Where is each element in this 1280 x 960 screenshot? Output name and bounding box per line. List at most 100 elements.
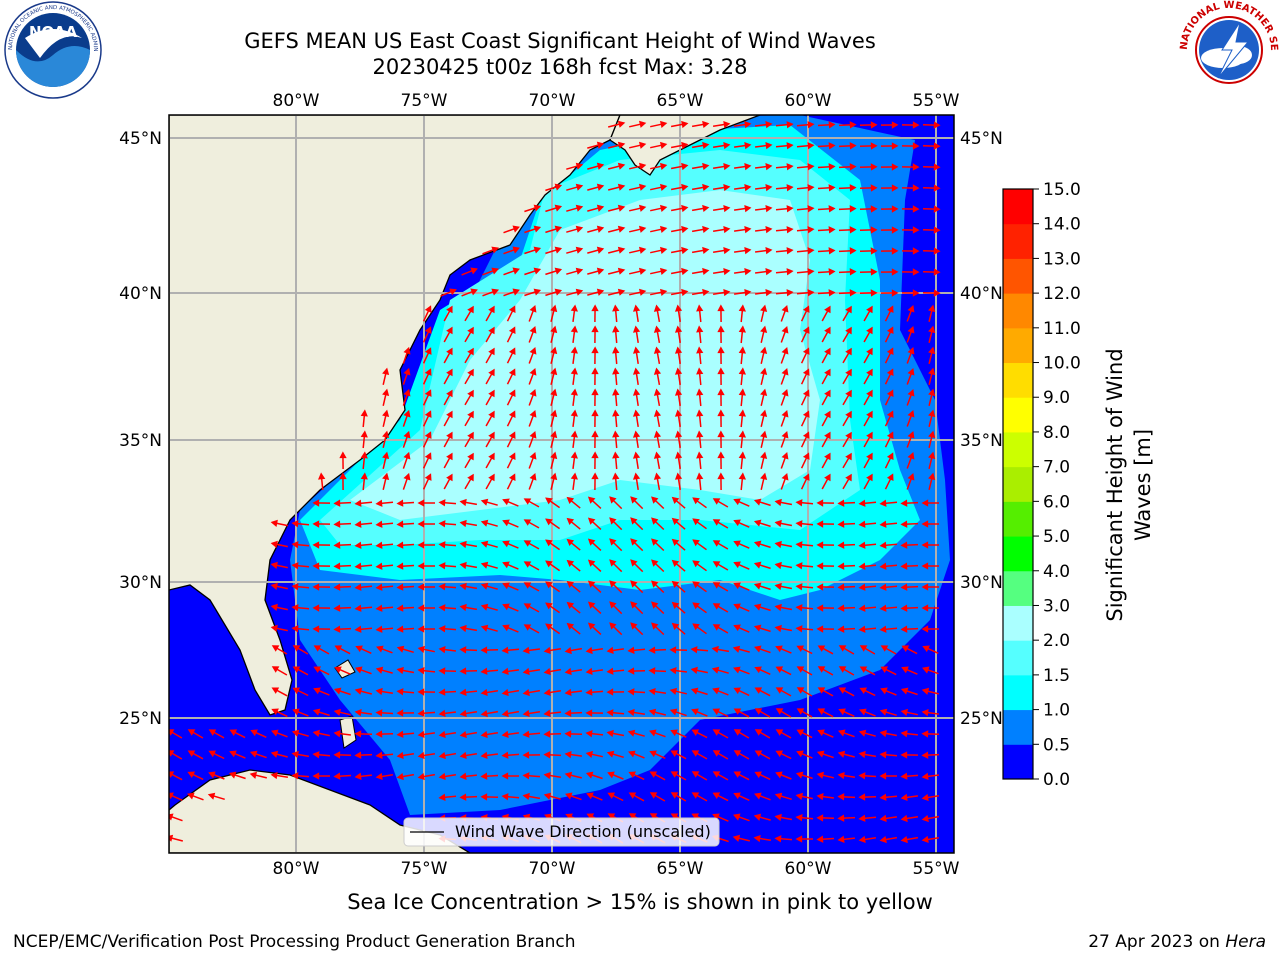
wind-wave-arrow-head bbox=[575, 162, 584, 170]
wind-wave-arrow-head bbox=[674, 367, 683, 375]
wind-wave-arrow-head bbox=[753, 561, 762, 569]
wind-wave-arrow-head bbox=[488, 347, 495, 356]
wind-wave-arrow-head bbox=[612, 325, 620, 333]
wind-wave-arrow-head bbox=[502, 540, 510, 548]
wind-wave-arrow-head bbox=[671, 601, 680, 609]
wind-wave-arrow-head bbox=[523, 519, 532, 526]
wind-wave-arrow-head bbox=[723, 225, 731, 234]
wind-wave-arrow-head bbox=[717, 367, 725, 375]
wind-wave-arrow-head bbox=[744, 225, 752, 234]
wind-wave-arrow-head bbox=[424, 368, 432, 376]
wind-wave-arrow-head bbox=[354, 625, 362, 633]
wind-wave-arrow-head bbox=[208, 771, 216, 779]
wind-wave-arrow-head bbox=[638, 267, 647, 275]
wind-wave-arrow-head bbox=[712, 519, 721, 526]
colorbar-tick-label: 6.0 bbox=[1043, 492, 1070, 512]
wind-wave-arrow-head bbox=[554, 183, 563, 191]
wind-wave-arrow-head bbox=[491, 246, 499, 254]
wind-wave-arrow-head bbox=[312, 708, 321, 716]
wind-wave-arrow-head bbox=[587, 496, 596, 504]
wind-wave-arrow-head bbox=[545, 518, 553, 526]
wind-wave-arrow-head bbox=[828, 289, 836, 297]
wind-wave-arrow-head bbox=[523, 603, 532, 610]
wind-wave-arrow-head bbox=[828, 226, 836, 234]
wind-wave-arrow-head bbox=[795, 583, 803, 591]
wind-wave-arrow-head bbox=[566, 538, 575, 547]
wind-wave-arrow-head bbox=[467, 389, 474, 398]
wind-wave-arrow-head bbox=[775, 771, 783, 779]
wind-wave-arrow-head bbox=[933, 142, 941, 150]
colorbar-tick-label: 1.5 bbox=[1043, 666, 1070, 686]
arrow-legend: Wind Wave Direction (unscaled) bbox=[403, 817, 720, 847]
wind-wave-arrow-head bbox=[738, 472, 746, 480]
wind-wave-arrow-head bbox=[816, 499, 824, 507]
wind-wave-arrow-head bbox=[692, 581, 700, 589]
wind-wave-arrow-head bbox=[786, 163, 794, 171]
wind-wave-arrow-head bbox=[587, 580, 596, 588]
wind-wave-arrow-head bbox=[802, 452, 810, 460]
noaa-logo: NOAA NATIONAL OCEANIC AND ATMOSPHERIC AD… bbox=[0, 0, 102, 99]
wind-wave-arrow-head bbox=[765, 121, 773, 129]
wind-wave-arrow-head bbox=[738, 346, 746, 354]
wind-wave-arrow-head bbox=[543, 771, 551, 780]
wind-wave-arrow-head bbox=[845, 473, 852, 482]
lon-labels-bottom: 80°W 75°W 70°W 65°W 60°W 55°W bbox=[273, 859, 960, 879]
wind-wave-arrow-head bbox=[692, 623, 700, 631]
wind-wave-arrow-head bbox=[912, 121, 920, 129]
wind-wave-arrow-head bbox=[696, 325, 704, 333]
wind-wave-arrow-head bbox=[446, 389, 453, 398]
wind-wave-arrow-head bbox=[522, 792, 530, 801]
wind-wave-arrow-head bbox=[774, 561, 782, 570]
wind-wave-arrow-head bbox=[891, 121, 899, 129]
wind-wave-arrow-head bbox=[533, 246, 542, 254]
wind-wave-arrow-head bbox=[339, 451, 347, 459]
lon-label-top: 65°W bbox=[657, 91, 704, 111]
wind-wave-arrow-head bbox=[355, 666, 363, 674]
wind-wave-arrow-head bbox=[828, 268, 836, 276]
land-us-east bbox=[169, 115, 621, 716]
wind-wave-arrow-head bbox=[291, 520, 299, 528]
wind-wave-arrow-head bbox=[607, 792, 616, 799]
wind-wave-arrow-head bbox=[669, 646, 677, 654]
wind-wave-arrow-head bbox=[270, 582, 278, 590]
wind-wave-arrow-head bbox=[545, 497, 553, 505]
wind-wave-arrow-head bbox=[907, 305, 915, 313]
wind-wave-arrow-head bbox=[649, 729, 657, 737]
wind-wave-arrow-head bbox=[651, 580, 659, 588]
wind-wave-arrow-head bbox=[781, 410, 789, 418]
wind-wave-arrow-head bbox=[807, 142, 815, 150]
wind-wave-arrow-head bbox=[900, 730, 908, 738]
wind-wave-arrow-head bbox=[292, 645, 301, 652]
wind-wave-arrow-head bbox=[928, 451, 936, 460]
wind-wave-arrow-head bbox=[591, 430, 599, 438]
wind-wave-arrow-head bbox=[733, 666, 741, 674]
wind-wave-arrow-head bbox=[660, 120, 668, 129]
wind-wave-arrow-head bbox=[649, 771, 658, 778]
wind-wave-arrow-head bbox=[921, 625, 929, 633]
wind-wave-arrow-head bbox=[671, 580, 680, 588]
wind-wave-arrow-head bbox=[845, 431, 852, 440]
wind-wave-arrow-head bbox=[891, 205, 899, 213]
wind-wave-arrow-head bbox=[774, 624, 782, 633]
wind-wave-arrow-head bbox=[187, 771, 196, 779]
wind-wave-arrow-head bbox=[933, 268, 941, 276]
wind-wave-arrow-head bbox=[849, 163, 857, 171]
wind-wave-arrow-head bbox=[921, 835, 929, 844]
wind-wave-arrow-head bbox=[291, 604, 299, 612]
wind-wave-arrow-head bbox=[628, 813, 637, 820]
wind-wave-arrow-head bbox=[692, 497, 700, 505]
wind-wave-arrow-head bbox=[774, 813, 782, 822]
wind-wave-arrow-head bbox=[760, 367, 768, 376]
wind-wave-arrow-head bbox=[712, 603, 721, 610]
wind-wave-arrow-head bbox=[765, 163, 773, 171]
wind-wave-arrow-head bbox=[786, 121, 794, 129]
wind-wave-arrow-head bbox=[208, 729, 217, 736]
wind-wave-arrow-head bbox=[660, 162, 668, 171]
wind-wave-arrow-head bbox=[886, 410, 894, 419]
wind-wave-arrow-head bbox=[702, 246, 710, 255]
wind-wave-arrow-head bbox=[901, 666, 909, 674]
wind-wave-arrow-head bbox=[900, 835, 908, 844]
wind-wave-arrow-head bbox=[786, 247, 794, 255]
wind-wave-arrow-head bbox=[570, 430, 578, 438]
